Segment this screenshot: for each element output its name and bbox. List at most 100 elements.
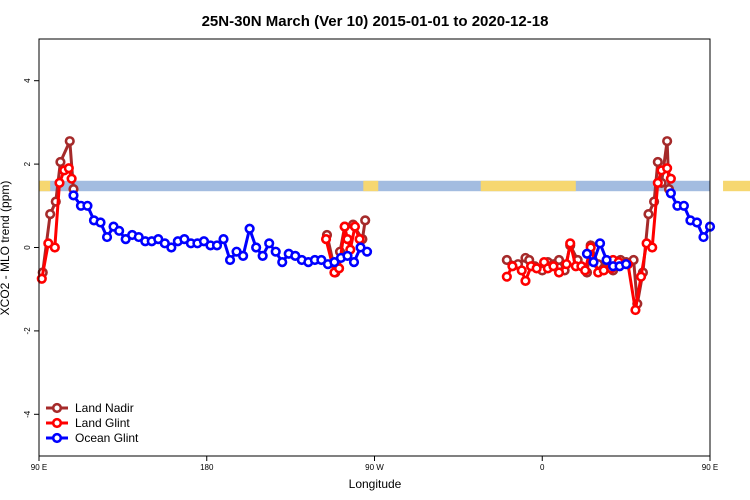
data-point: [333, 263, 345, 274]
legend-item: Ocean Glint: [46, 431, 139, 445]
legend-label: Land Glint: [75, 416, 130, 430]
x-tick-label: 90 E: [31, 463, 47, 472]
x-tick-label: 180: [200, 463, 214, 472]
data-point: [548, 261, 559, 272]
y-tick-label: 0: [23, 245, 32, 250]
data-point: [218, 234, 229, 245]
data-point: [68, 190, 79, 201]
data-point: [361, 246, 373, 257]
x-axis-label: Longitude: [349, 477, 402, 491]
data-point: [647, 242, 658, 253]
data-point: [211, 240, 223, 251]
data-point: [166, 242, 177, 253]
data-point: [594, 238, 606, 249]
data-point: [349, 221, 361, 232]
data-point: [224, 254, 236, 266]
data-point: [114, 225, 125, 236]
data-point: [531, 263, 542, 274]
data-point: [49, 242, 60, 253]
x-tick-label: 90 E: [702, 463, 718, 472]
x-tick-label: 0: [540, 463, 545, 472]
data-point: [665, 188, 676, 199]
y-tick-label: -4: [23, 410, 32, 418]
data-point: [320, 234, 332, 245]
legend-marker: [51, 417, 63, 429]
legend-item: Land Nadir: [46, 401, 134, 415]
series-line: [669, 192, 712, 241]
data-point: [561, 259, 572, 270]
legend-marker: [51, 432, 63, 444]
legend-label: Ocean Glint: [75, 431, 139, 445]
series-land-glint: [36, 163, 676, 316]
data-point: [630, 304, 641, 316]
land-ocean-band: [39, 180, 750, 192]
data-point: [251, 242, 262, 253]
data-point: [101, 231, 113, 243]
land-segment: [723, 180, 750, 192]
data-point: [36, 273, 47, 284]
data-point: [698, 231, 709, 243]
x-tick-label: 90 W: [365, 463, 384, 472]
data-point: [45, 209, 56, 220]
data-point: [691, 217, 703, 228]
y-tick-label: 2: [23, 161, 32, 166]
data-point: [621, 259, 632, 270]
land-segment: [480, 180, 576, 192]
plot-frame: [38, 38, 711, 457]
data-point: [342, 250, 353, 261]
y-tick-label: 4: [23, 78, 32, 83]
data-point: [257, 250, 268, 261]
data-point: [635, 271, 647, 282]
data-point: [553, 254, 565, 266]
data-point: [95, 217, 106, 228]
data-point: [82, 200, 93, 211]
chart-title: 25N-30N March (Ver 10) 2015-01-01 to 202…: [202, 13, 549, 30]
data-point: [652, 177, 663, 188]
data-point: [678, 200, 690, 211]
y-tick-label: -2: [23, 327, 32, 335]
data-point: [662, 163, 673, 174]
data-point: [354, 234, 365, 245]
data-point: [66, 173, 77, 184]
legend-label: Land Nadir: [75, 401, 134, 415]
data-point: [507, 261, 518, 272]
data-point: [643, 209, 654, 220]
data-point: [342, 234, 353, 245]
data-point: [588, 256, 599, 268]
data-point: [348, 256, 360, 268]
data-point: [565, 238, 576, 249]
data-point: [360, 215, 371, 226]
land-segment: [39, 180, 51, 192]
data-point: [277, 256, 288, 268]
data-point: [601, 254, 612, 266]
legend-marker: [51, 402, 63, 414]
data-point: [339, 221, 350, 232]
y-axis-label: XCO2 - MLO trend (ppm): [0, 181, 12, 316]
x-axis: 90 E 180 90 W 0 90 E: [31, 456, 718, 472]
data-point: [264, 238, 275, 249]
land-segment: [363, 180, 379, 192]
data-point: [662, 136, 673, 147]
data-point: [581, 248, 593, 259]
data-point: [501, 254, 512, 266]
data-point: [64, 136, 75, 147]
data-point: [237, 250, 249, 261]
series-ocean-glint: [68, 188, 716, 272]
data-point: [55, 156, 66, 168]
legend-item: Land Glint: [46, 416, 130, 430]
data-point: [270, 246, 281, 257]
data-point: [553, 267, 565, 278]
series-layer: [36, 136, 716, 316]
data-point: [520, 275, 531, 286]
y-axis: -4 -2 0 2 4: [23, 78, 39, 418]
data-point: [63, 163, 74, 174]
data-point: [516, 265, 527, 276]
data-point: [652, 156, 663, 168]
data-point: [54, 177, 65, 188]
data-point: [580, 265, 591, 276]
data-point: [665, 173, 676, 184]
data-point: [501, 271, 512, 282]
data-point: [244, 223, 255, 234]
